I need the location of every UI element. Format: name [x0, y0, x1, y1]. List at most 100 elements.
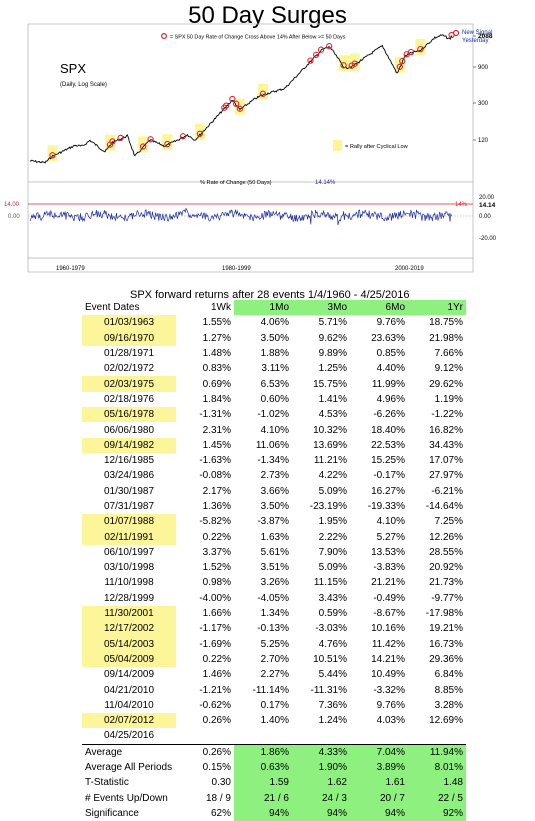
return-cell: 1.36%: [202, 501, 231, 512]
return-cell: 1.88%: [260, 348, 289, 360]
rally-highlight: [349, 53, 360, 70]
event-date: 02/02/1972: [103, 363, 155, 375]
return-cell: 9.62%: [318, 332, 347, 344]
return-cell: 4.10%: [260, 424, 289, 436]
return-cell: [350, 728, 408, 744]
return-cell: 4.96%: [376, 393, 405, 405]
event-date: 12/17/2002: [82, 621, 176, 637]
table-row: 02/11/1991 0.22% 1.63% 2.22% 5.27% 12.26%: [82, 529, 466, 545]
return-cell: 4.06%: [260, 317, 289, 329]
event-date: 05/14/2003: [82, 636, 176, 652]
return-cell: 1.27%: [202, 332, 231, 344]
signal-marker: [399, 57, 406, 65]
return-cell: 1.19%: [434, 393, 463, 405]
return-cell: 1.66%: [202, 608, 231, 620]
return-cell: 1.40%: [260, 715, 289, 727]
roc-current: 14.14%: [315, 180, 336, 186]
return-cell: [408, 728, 466, 744]
return-cell: 0.17%: [260, 699, 289, 711]
return-cell: 1.34%: [260, 608, 289, 620]
summary-label: # Events Up/Down: [85, 792, 168, 804]
returns-table: Event Dates 1Wk 1Mo 3Mo 6Mo 1Yr 01/03/19…: [82, 300, 466, 821]
x-label-1960: 1960-1979: [56, 266, 85, 272]
threshold-label-left: 14.00: [4, 202, 20, 208]
return-cell: 9.76%: [376, 699, 405, 711]
rally-highlights: [47, 39, 426, 162]
return-cell: 7.66%: [434, 348, 463, 360]
summary-cell: 0.30: [211, 777, 231, 789]
return-cell: 10.16%: [371, 623, 405, 635]
summary-label: Significance: [85, 807, 139, 819]
col-header-1mo: 1Mo: [234, 300, 292, 316]
return-cell: 21.98%: [429, 332, 463, 344]
return-cell: 0.59%: [318, 608, 347, 620]
return-cell: -0.49%: [373, 592, 405, 604]
signal-marker: [49, 152, 56, 159]
event-date: 02/07/2012: [82, 713, 176, 729]
return-cell: -3.87%: [257, 516, 289, 528]
event-date: 02/11/1991: [82, 529, 176, 545]
signal-marker: [196, 130, 204, 137]
legend-marker-text: = SPX 50 Day Rate of Change Cross Above …: [170, 35, 346, 41]
return-cell: 34.43%: [429, 439, 463, 451]
return-cell: 9.76%: [376, 317, 405, 329]
signal-marker: [117, 134, 124, 142]
signal-marker: [407, 48, 415, 56]
return-cell: 21.73%: [429, 577, 463, 589]
table-row: 05/04/2009 0.22% 2.70% 10.51% 14.21% 29.36%: [82, 651, 466, 668]
summary-cell: 0.15%: [202, 762, 231, 774]
return-cell: -19.33%: [367, 501, 405, 512]
summary-cell: 4.33%: [292, 743, 350, 760]
y-tick-2088: 2088: [478, 33, 493, 40]
return-cell: 28.55%: [429, 546, 463, 558]
return-cell: -1.21%: [199, 684, 231, 696]
table-title: SPX forward returns after 28 events 1/4/…: [130, 289, 410, 301]
return-cell: 1.48%: [202, 348, 231, 360]
table-header-row: Event Dates 1Wk 1Mo 3Mo 6Mo 1Yr: [82, 300, 466, 316]
return-cell: 3.26%: [260, 577, 289, 589]
return-cell: 1.45%: [202, 439, 231, 451]
return-cell: 27.97%: [429, 470, 463, 482]
roc-y-tick-neg20: -20.00: [479, 236, 497, 242]
return-cell: -4.00%: [199, 592, 231, 604]
signal-marker: [417, 45, 424, 53]
signal-marker: [222, 102, 230, 109]
return-cell: 2.73%: [260, 470, 289, 482]
return-cell: -3.32%: [373, 684, 405, 696]
table-row: 06/10/1997 3.37% 5.61% 7.90% 13.53% 28.55%: [82, 545, 466, 560]
return-cell: 2.70%: [260, 653, 289, 665]
return-cell: 7.36%: [318, 699, 347, 711]
signal-marker: [139, 143, 147, 150]
rally-highlight: [338, 55, 349, 72]
col-header-1wk: 1Wk: [211, 302, 231, 314]
return-cell: [292, 728, 350, 744]
return-cell: 11.21%: [313, 455, 347, 467]
return-cell: 1.25%: [318, 363, 347, 375]
return-cell: 7.25%: [434, 516, 463, 528]
return-cell: 3.11%: [261, 363, 289, 375]
return-cell: 0.83%: [202, 363, 231, 375]
rally-highlight: [258, 83, 268, 100]
return-cell: -6.26%: [373, 409, 405, 421]
table-row: 05/14/2003 -1.69% 5.25% 4.76% 11.42% 16.73%: [82, 636, 466, 652]
event-date: 11/04/2010: [104, 699, 154, 711]
summary-cell: 1.61: [350, 775, 408, 791]
signal-marker: [164, 140, 171, 148]
annotation-line1: New Signal: [462, 30, 492, 36]
return-cell: 19.21%: [429, 623, 463, 635]
signal-marker: [312, 51, 320, 58]
table-row: 09/14/1982 1.45% 11.06% 13.69% 22.53% 34.43%: [82, 437, 466, 453]
summary-cell: 0.63%: [234, 759, 292, 776]
summary-cell: 8.01%: [408, 759, 466, 776]
return-cell: 8.85%: [434, 684, 463, 696]
legend-marker-icon: [161, 32, 168, 39]
rally-highlight: [415, 39, 426, 56]
roc-y-tick-0: 0.00: [479, 214, 491, 220]
return-cell: 1.24%: [318, 715, 347, 727]
chart-area: = SPX 50 Day Rate of Change Cross Above …: [4, 23, 497, 273]
summary-cell: 0.26%: [176, 743, 234, 760]
summary-cell: 3.89%: [350, 759, 408, 776]
table-row: 03/24/1986 -0.08% 2.73% 4.22% -0.17% 27.97%: [82, 468, 466, 483]
summary-row: Average All Periods 0.15% 0.63% 1.90% 3.89% 8…: [82, 759, 466, 776]
table-row: 06/06/1980 2.31% 4.10% 10.32% 18.40% 16.82%: [82, 422, 466, 437]
